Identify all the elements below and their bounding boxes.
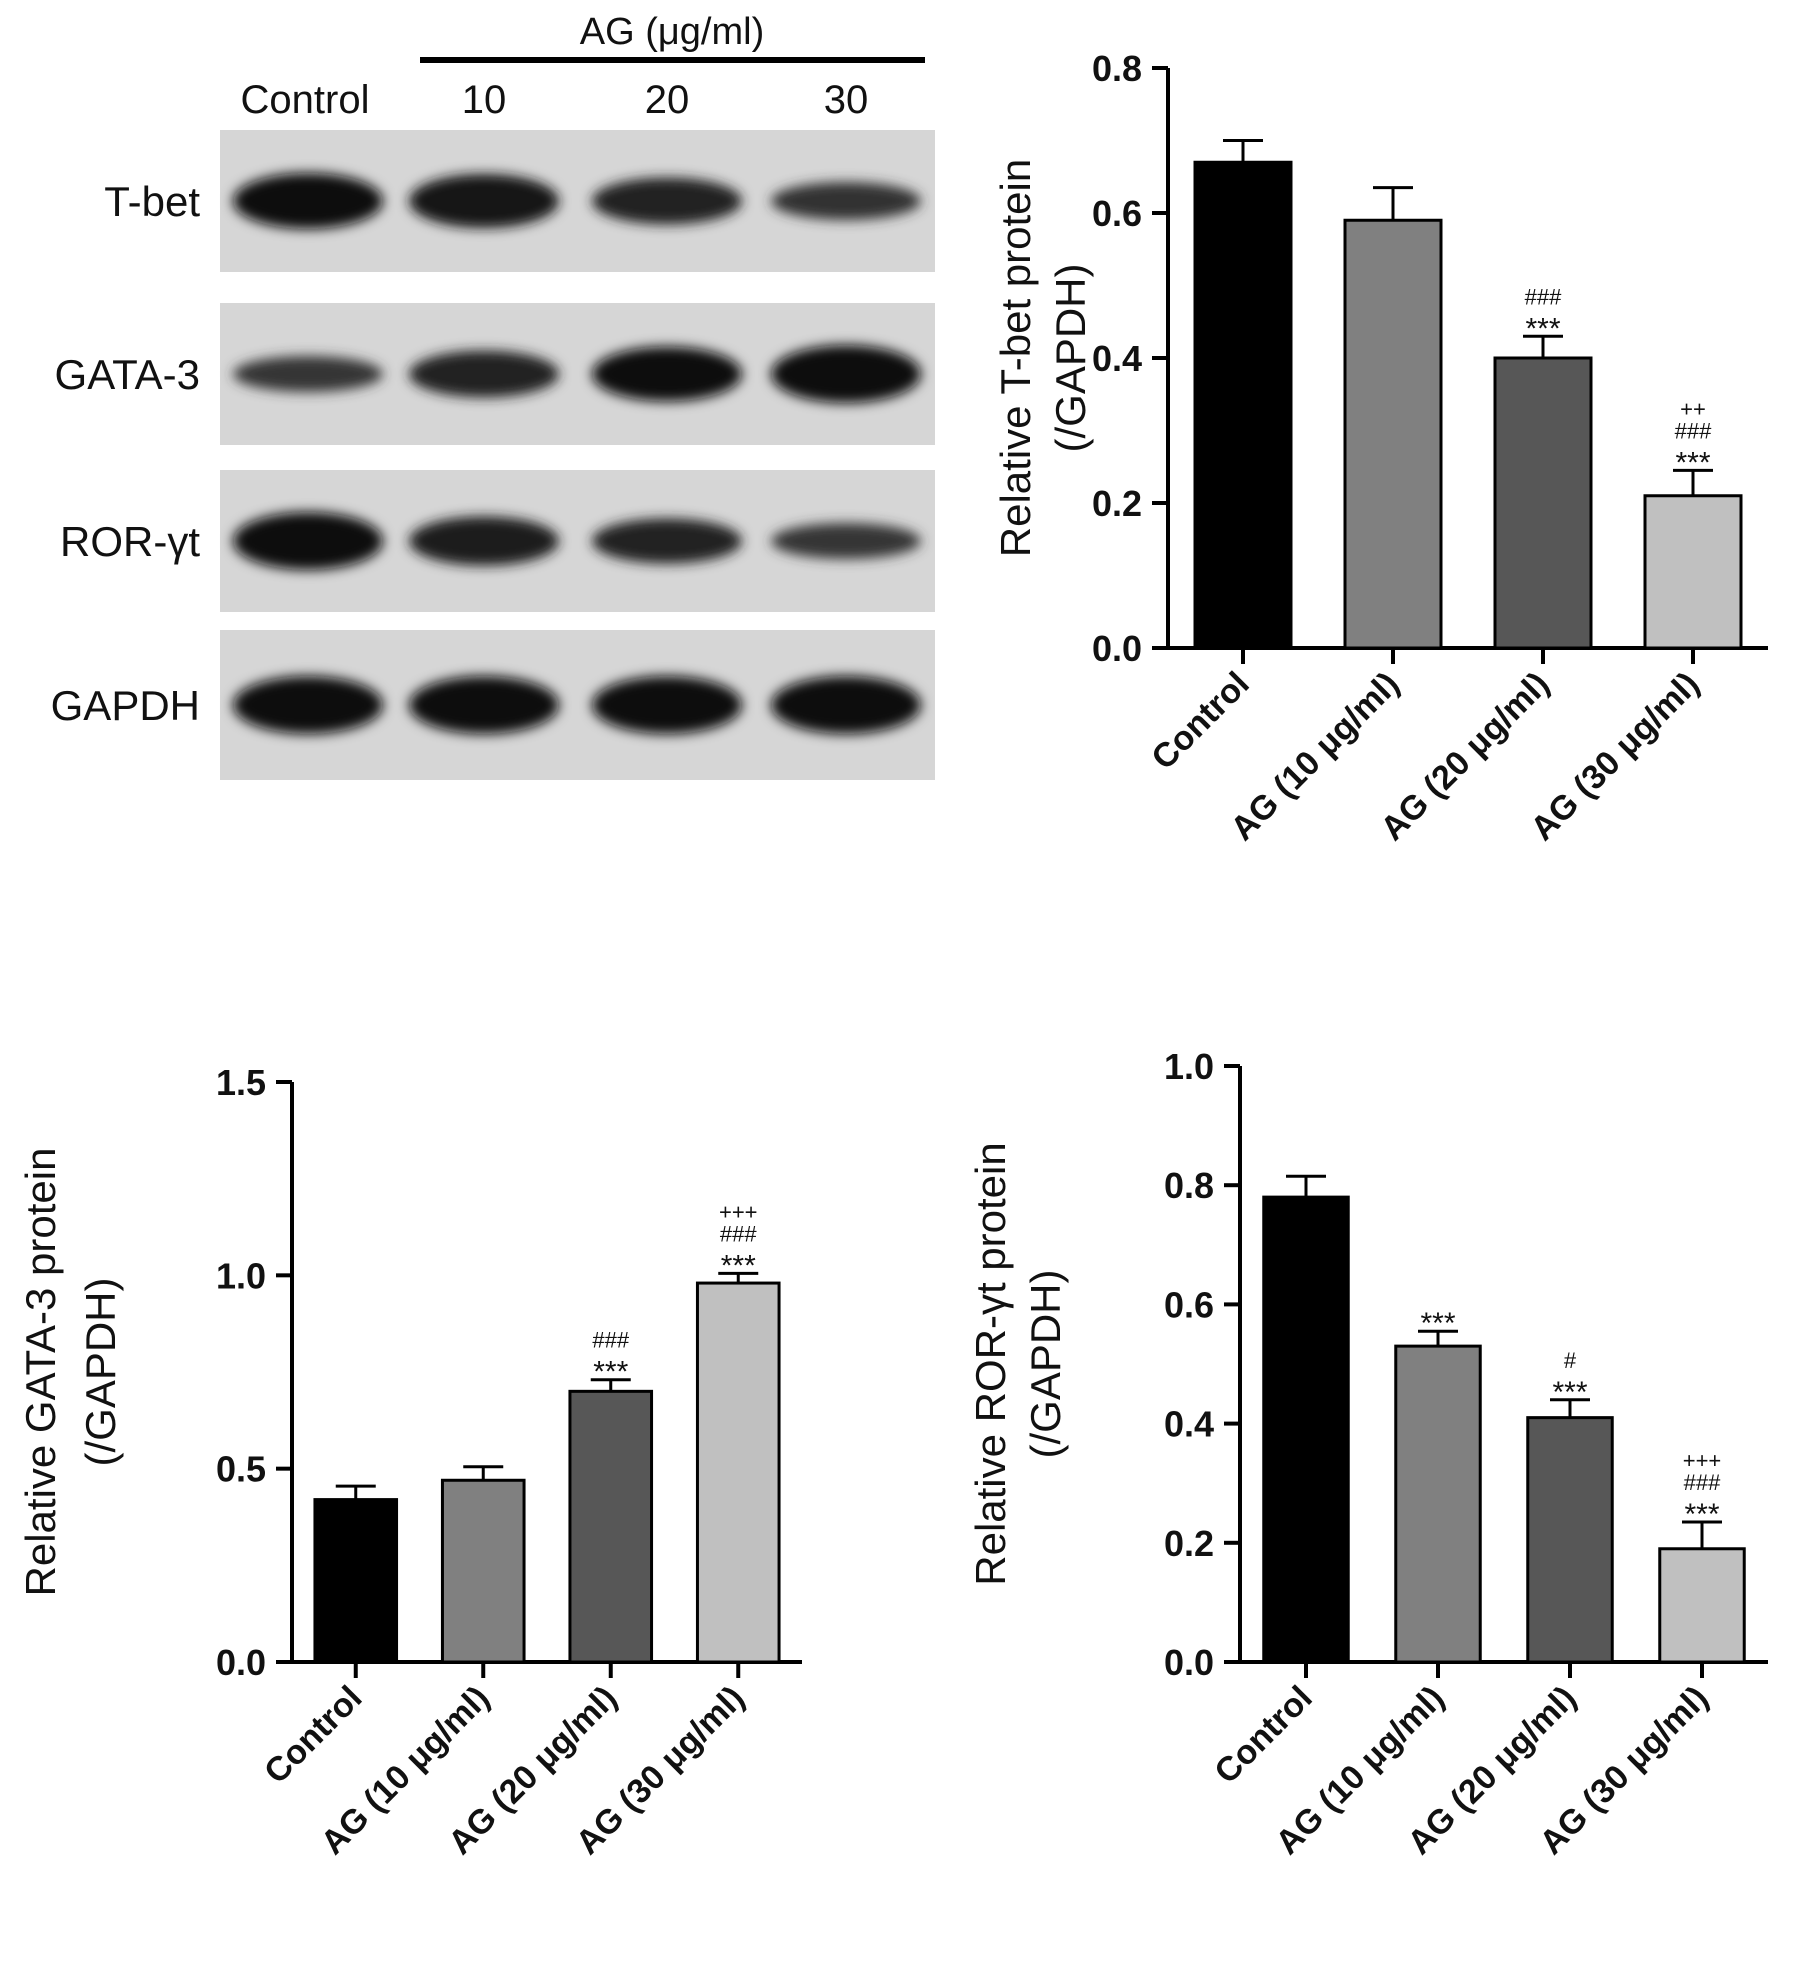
significance-label: ### — [592, 1328, 629, 1353]
blot-band — [233, 173, 383, 229]
bar — [440, 1478, 526, 1664]
y-axis-label: Relative ROR-γt protein — [967, 1142, 1014, 1585]
bar — [1394, 1344, 1482, 1664]
western-blot-panel: AG (μg/ml) Control 10 20 30 T-bet GATA-3 ROR-γt… — [51, 11, 935, 780]
bar — [1343, 218, 1443, 650]
significance-label: *** — [1420, 1307, 1455, 1340]
bar — [1643, 494, 1743, 650]
blot-band — [409, 516, 559, 566]
blot-band — [233, 512, 383, 570]
y-tick-label: 0.2 — [1092, 483, 1142, 524]
significance-label: *** — [1525, 312, 1560, 345]
significance-label: *** — [1684, 1498, 1719, 1531]
y-tick-label: 0.4 — [1164, 1404, 1214, 1445]
significance-label: +++ — [719, 1199, 758, 1224]
y-tick-label: 1.0 — [1164, 1046, 1214, 1087]
blot-lane-label: 10 — [462, 78, 507, 122]
significance-label: ### — [720, 1221, 757, 1246]
bar — [1493, 356, 1593, 650]
y-tick-label: 0.0 — [1164, 1642, 1214, 1683]
significance-label: # — [1564, 1348, 1577, 1373]
y-axis-label: Relative GATA-3 protein — [17, 1148, 64, 1597]
blot-band — [409, 350, 559, 398]
blot-band — [771, 676, 921, 734]
significance-label: ### — [1675, 418, 1712, 443]
bar — [1262, 1195, 1350, 1664]
bar — [568, 1389, 654, 1664]
blot-band — [592, 518, 742, 564]
blot-row-label: ROR-γt — [60, 518, 200, 565]
significance-label: *** — [1675, 446, 1710, 479]
blot-band — [409, 676, 559, 734]
bar — [695, 1281, 781, 1664]
blot-band — [771, 523, 921, 559]
y-tick-label: 0.0 — [1092, 628, 1142, 669]
y-tick-label: 0.8 — [1092, 48, 1142, 89]
y-tick-label: 0.4 — [1092, 338, 1142, 379]
significance-label: ### — [1525, 284, 1562, 309]
blot-row-label: T-bet — [104, 178, 200, 225]
y-tick-label: 0.8 — [1164, 1165, 1214, 1206]
y-tick-label: 0.5 — [216, 1449, 266, 1490]
y-tick-label: 0.2 — [1164, 1523, 1214, 1564]
y-tick-label: 0.6 — [1092, 193, 1142, 234]
blot-band — [233, 356, 383, 392]
significance-label: +++ — [1683, 1448, 1722, 1473]
blot-band — [592, 346, 742, 402]
blot-lane-label: Control — [241, 78, 370, 122]
bar — [1658, 1547, 1746, 1664]
bar — [313, 1498, 399, 1664]
significance-label: ++ — [1680, 396, 1706, 421]
y-tick-label: 0.0 — [216, 1642, 266, 1683]
significance-label: *** — [721, 1249, 756, 1282]
blot-band — [771, 182, 921, 220]
y-axis-label: (/GAPDH) — [77, 1278, 124, 1467]
y-tick-label: 0.6 — [1164, 1284, 1214, 1325]
y-axis-label: (/GAPDH) — [1047, 264, 1094, 453]
y-tick-label: 1.5 — [216, 1062, 266, 1103]
significance-label: *** — [593, 1356, 628, 1389]
significance-label: ### — [1684, 1470, 1721, 1495]
blot-lane-label: 30 — [824, 78, 869, 122]
blot-band — [409, 174, 559, 228]
bar — [1193, 160, 1293, 650]
blot-row-label: GAPDH — [51, 682, 200, 729]
bar — [1526, 1416, 1614, 1664]
significance-label: *** — [1552, 1376, 1587, 1409]
ag-group-label: AG (μg/ml) — [580, 11, 764, 53]
blot-band — [771, 345, 921, 403]
blot-lane-label: 20 — [645, 78, 690, 122]
y-axis-label: Relative T-bet protein — [992, 159, 1039, 557]
blot-band — [592, 177, 742, 225]
blot-band — [592, 676, 742, 734]
blot-band — [233, 676, 383, 734]
y-axis-label: (/GAPDH) — [1022, 1270, 1069, 1459]
blot-row-label: GATA-3 — [55, 351, 200, 398]
y-tick-label: 1.0 — [216, 1255, 266, 1296]
